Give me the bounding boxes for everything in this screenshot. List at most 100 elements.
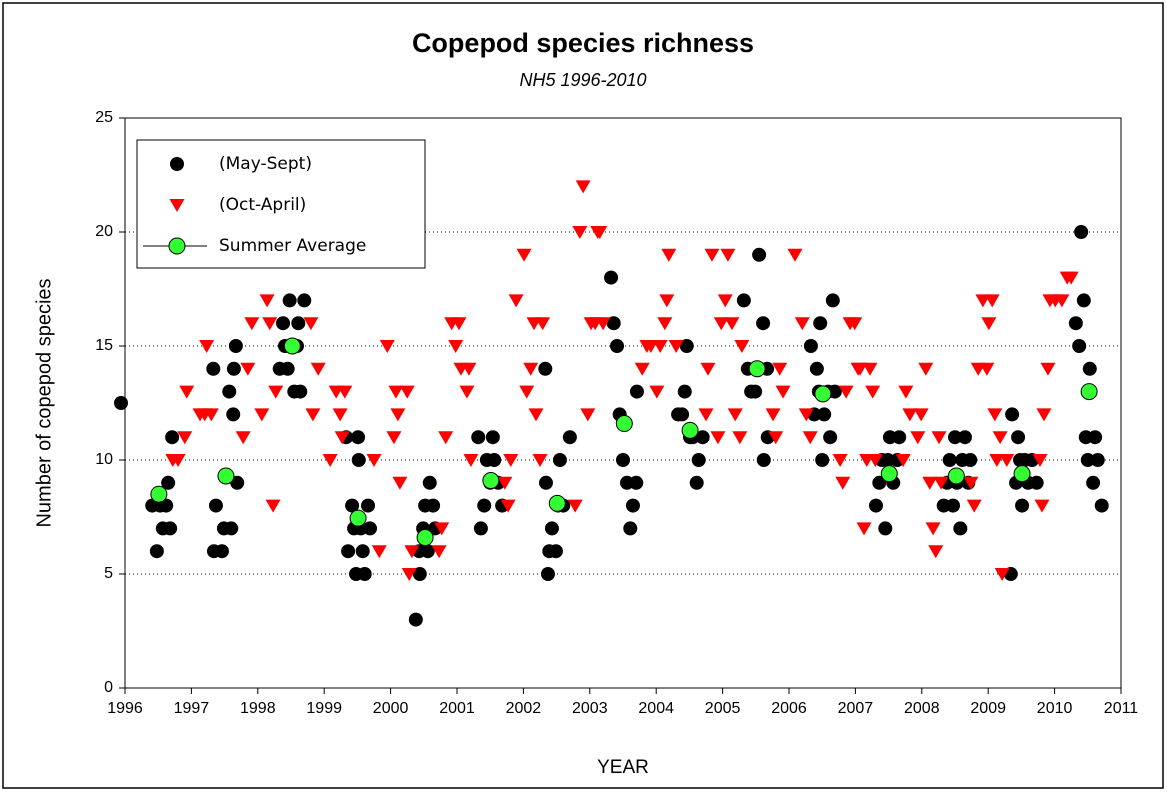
- data-point: [867, 454, 883, 467]
- data-point: [592, 226, 608, 239]
- data-point: [206, 361, 221, 376]
- data-point: [872, 475, 887, 490]
- data-point: [675, 407, 690, 422]
- data-point: [235, 431, 251, 445]
- data-point: [482, 472, 500, 490]
- data-point: [349, 509, 367, 527]
- data-point: [165, 430, 180, 445]
- data-point: [925, 522, 941, 536]
- data-point: [528, 408, 544, 422]
- data-point: [399, 385, 415, 399]
- data-point: [847, 317, 863, 331]
- data-point: [548, 494, 566, 512]
- data-point: [503, 454, 519, 467]
- data-point: [500, 499, 516, 513]
- data-point: [604, 270, 619, 285]
- data-point: [226, 407, 241, 422]
- data-point: [540, 567, 555, 581]
- data-point: [538, 475, 553, 490]
- data-point: [814, 385, 832, 403]
- data-point: [835, 476, 851, 490]
- data-point: [1013, 465, 1031, 483]
- data-point: [910, 431, 926, 445]
- data-point: [345, 498, 360, 513]
- data-point: [305, 408, 321, 422]
- data-point: [852, 362, 868, 376]
- data-point: [933, 476, 949, 490]
- data-point: [170, 454, 186, 467]
- data-point: [161, 475, 176, 490]
- data-point: [404, 545, 420, 559]
- data-point: [276, 316, 291, 331]
- data-point: [979, 362, 995, 376]
- x-tick-label: 1996: [107, 700, 143, 717]
- data-point: [710, 431, 726, 445]
- data-point: [177, 431, 193, 445]
- x-tick-label: 2011: [1104, 700, 1139, 717]
- data-point: [228, 339, 243, 353]
- x-tick-label: 2006: [771, 700, 807, 717]
- data-point: [948, 430, 962, 445]
- data-point: [392, 476, 408, 490]
- data-point: [572, 226, 588, 239]
- data-point: [222, 384, 237, 399]
- data-point: [629, 384, 644, 399]
- data-point: [992, 431, 1008, 445]
- data-point: [575, 180, 591, 194]
- data-point: [625, 498, 640, 513]
- data-point: [994, 568, 1010, 581]
- data-point: [366, 454, 382, 467]
- data-point: [1094, 498, 1109, 513]
- data-point: [208, 498, 223, 513]
- data-point: [351, 430, 366, 445]
- data-point: [942, 453, 957, 467]
- data-point: [386, 431, 402, 445]
- data-point: [691, 453, 706, 467]
- data-point: [448, 340, 464, 353]
- data-point: [1036, 408, 1052, 422]
- y-axis-label: Number of copepod species: [33, 278, 55, 527]
- data-point: [544, 521, 559, 536]
- data-point: [898, 385, 914, 399]
- x-tick-label: 2009: [970, 700, 1006, 717]
- data-point: [698, 408, 714, 422]
- x-tick-label: 2002: [506, 700, 542, 717]
- data-point: [931, 431, 947, 445]
- data-point: [416, 529, 434, 547]
- data-point: [150, 485, 168, 503]
- data-point: [727, 408, 743, 422]
- x-tick-label: 2003: [572, 700, 608, 717]
- data-point: [434, 522, 450, 536]
- data-point: [408, 612, 423, 627]
- data-point: [508, 294, 524, 308]
- data-point: [798, 408, 814, 422]
- legend-marker: [168, 237, 186, 255]
- data-point: [765, 408, 781, 422]
- data-point: [244, 317, 260, 331]
- data-point: [149, 544, 164, 559]
- data-point: [999, 454, 1015, 467]
- data-point: [689, 475, 704, 490]
- data-point: [426, 498, 441, 513]
- y-tick-label: 25: [95, 109, 113, 126]
- data-point: [1088, 430, 1103, 445]
- data-point: [1032, 454, 1048, 467]
- data-point: [471, 430, 486, 445]
- data-point: [303, 317, 319, 331]
- data-point: [497, 476, 513, 490]
- y-tick-label: 5: [104, 565, 113, 582]
- data-point: [659, 294, 675, 308]
- data-point: [341, 544, 356, 559]
- data-point: [580, 408, 596, 422]
- data-point: [485, 430, 500, 445]
- data-point: [1076, 293, 1091, 308]
- data-point: [254, 408, 270, 422]
- data-point: [623, 521, 638, 536]
- data-point: [953, 521, 968, 536]
- data-point: [752, 247, 767, 262]
- data-point: [756, 453, 771, 467]
- data-point: [363, 521, 378, 536]
- x-tick-label: 1999: [306, 700, 342, 717]
